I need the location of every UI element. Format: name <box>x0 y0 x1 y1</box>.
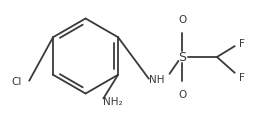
Text: F: F <box>239 39 245 49</box>
Text: O: O <box>178 89 186 99</box>
Text: Cl: Cl <box>12 76 22 86</box>
Text: NH: NH <box>149 74 164 84</box>
Text: F: F <box>239 72 245 82</box>
Text: O: O <box>178 15 186 25</box>
Text: NH₂: NH₂ <box>103 97 123 106</box>
Text: S: S <box>178 51 186 64</box>
